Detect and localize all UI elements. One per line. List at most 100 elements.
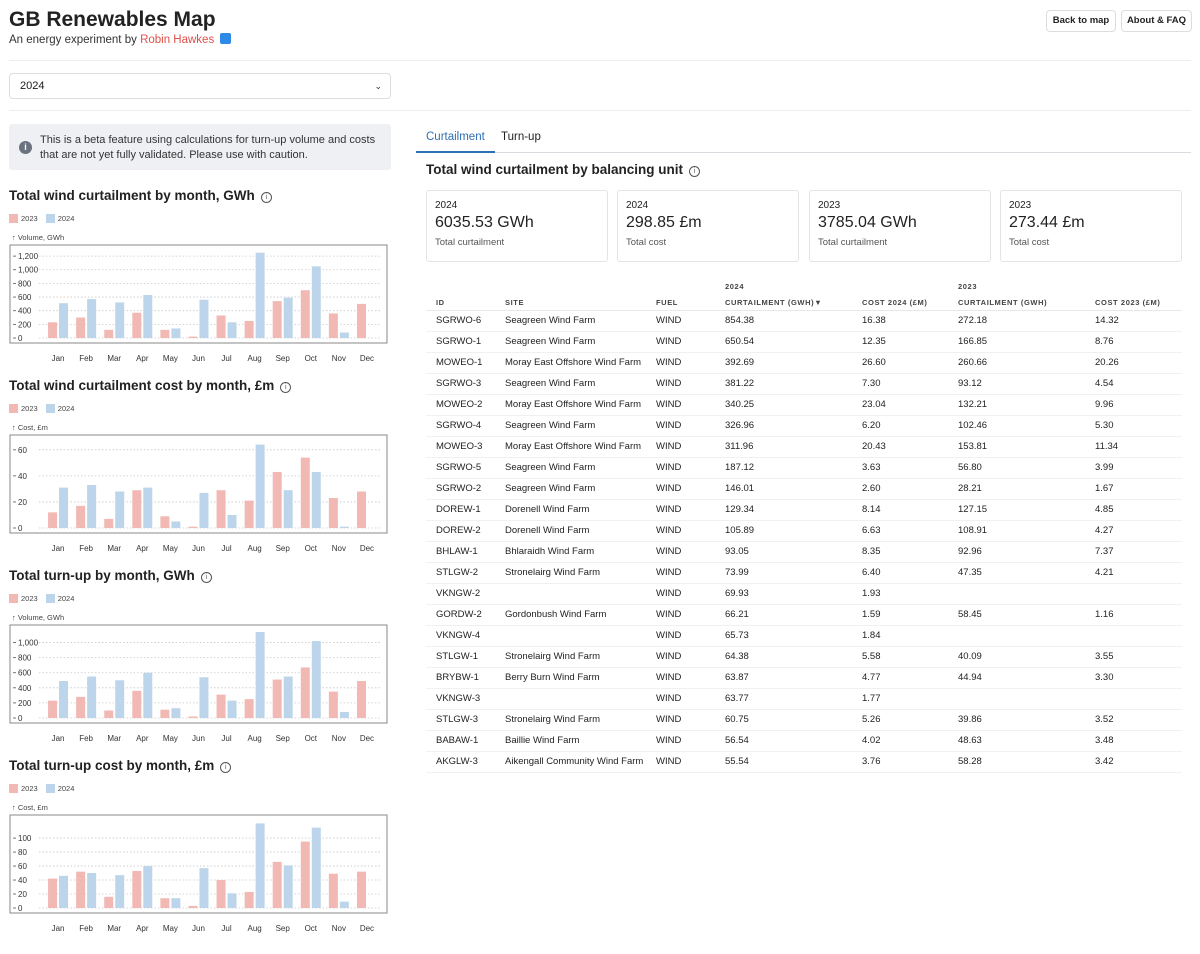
bar-2024[interactable] [283, 297, 293, 338]
tab-turn-up[interactable]: Turn-up [501, 131, 541, 143]
bar-2023[interactable] [132, 312, 142, 338]
bar-2024[interactable] [143, 866, 153, 908]
bar-2024[interactable] [171, 708, 181, 718]
bar-2023[interactable] [244, 699, 254, 718]
bluesky-icon[interactable] [220, 33, 232, 44]
bar-2024[interactable] [171, 521, 181, 528]
bar-2023[interactable] [328, 691, 338, 718]
bar-2024[interactable] [87, 873, 97, 908]
bar-2024[interactable] [227, 322, 237, 338]
bar-2023[interactable] [104, 710, 114, 718]
bar-2024[interactable] [283, 676, 293, 718]
bar-2023[interactable] [356, 491, 366, 528]
legend-item-2024[interactable]: 2024 [45, 784, 74, 793]
info-icon[interactable]: i [260, 192, 272, 203]
bar-2024[interactable] [255, 823, 265, 908]
bar-2023[interactable] [132, 870, 142, 908]
column-header-id[interactable]: ID [426, 294, 495, 311]
bar-2023[interactable] [160, 709, 170, 718]
tab-curtailment[interactable]: Curtailment [416, 124, 495, 153]
bar-2024[interactable] [115, 875, 125, 908]
bar-2024[interactable] [115, 491, 125, 528]
bar-2023[interactable] [244, 320, 254, 338]
bar-2023[interactable] [216, 315, 226, 338]
bar-2024[interactable] [59, 681, 69, 718]
column-header-curtailment-2023[interactable]: Curtailment (GWh) [948, 294, 1085, 311]
bar-2024[interactable] [311, 827, 321, 908]
bar-2023[interactable] [48, 512, 58, 528]
bar-2023[interactable] [160, 329, 170, 338]
bar-2024[interactable] [311, 641, 321, 718]
bar-2023[interactable] [188, 905, 198, 908]
bar-2023[interactable] [216, 880, 226, 908]
bar-2024[interactable] [255, 632, 265, 718]
bar-2024[interactable] [59, 487, 69, 528]
bar-2023[interactable] [300, 290, 310, 338]
bar-2023[interactable] [160, 516, 170, 528]
bar-2023[interactable] [328, 498, 338, 528]
bar-2023[interactable] [48, 878, 58, 908]
bar-2023[interactable] [300, 457, 310, 528]
bar-2023[interactable] [188, 716, 198, 718]
bar-2023[interactable] [76, 696, 86, 718]
legend-item-2024[interactable]: 2024 [45, 404, 74, 413]
bar-2024[interactable] [311, 266, 321, 338]
bar-2024[interactable] [171, 328, 181, 338]
bar-2024[interactable] [199, 492, 209, 528]
bar-2023[interactable] [272, 679, 282, 718]
info-icon[interactable]: i [220, 762, 232, 773]
bar-2023[interactable] [48, 322, 58, 338]
bar-2023[interactable] [160, 898, 170, 908]
bar-2023[interactable] [272, 861, 282, 908]
bar-2024[interactable] [199, 677, 209, 718]
bar-2024[interactable] [227, 893, 237, 908]
column-header-site[interactable]: Site [495, 294, 646, 311]
bar-2023[interactable] [356, 681, 366, 718]
bar-2024[interactable] [339, 711, 349, 718]
bar-2024[interactable] [227, 700, 237, 718]
column-header-fuel[interactable]: Fuel [646, 294, 715, 311]
year-select[interactable]: 2024 ⌄ [9, 73, 391, 99]
legend-item-2023[interactable]: 2023 [9, 404, 38, 413]
legend-item-2024[interactable]: 2024 [45, 214, 74, 223]
bar-2023[interactable] [272, 301, 282, 338]
about-faq-button[interactable]: About & FAQ [1121, 10, 1192, 32]
bar-2024[interactable] [143, 487, 153, 528]
bar-2023[interactable] [244, 500, 254, 528]
column-header-cost-2024[interactable]: Cost 2024 (£m) [852, 294, 948, 311]
bar-2023[interactable] [328, 873, 338, 908]
bar-2023[interactable] [216, 490, 226, 528]
bar-2024[interactable] [59, 875, 69, 908]
column-header-cost-2023[interactable]: Cost 2023 (£m) [1085, 294, 1182, 311]
bar-2024[interactable] [115, 302, 125, 338]
bar-2023[interactable] [48, 700, 58, 718]
bar-2024[interactable] [199, 868, 209, 908]
bar-2024[interactable] [87, 676, 97, 718]
bar-2024[interactable] [283, 865, 293, 908]
bar-2024[interactable] [255, 444, 265, 528]
bar-2023[interactable] [104, 518, 114, 528]
bar-2023[interactable] [356, 303, 366, 338]
legend-item-2023[interactable]: 2023 [9, 214, 38, 223]
bar-2024[interactable] [339, 901, 349, 908]
bar-2023[interactable] [300, 667, 310, 718]
bar-2023[interactable] [104, 329, 114, 338]
bar-2024[interactable] [171, 898, 181, 908]
bar-2023[interactable] [272, 471, 282, 528]
bar-2024[interactable] [227, 514, 237, 528]
bar-2024[interactable] [255, 252, 265, 338]
back-to-map-button[interactable]: Back to map [1046, 10, 1116, 32]
bar-2023[interactable] [188, 526, 198, 528]
bar-2023[interactable] [76, 871, 86, 908]
bar-2023[interactable] [132, 690, 142, 718]
info-icon[interactable]: i [280, 382, 292, 393]
author-link[interactable]: Robin Hawkes [140, 34, 215, 46]
bar-2024[interactable] [339, 526, 349, 528]
info-icon[interactable]: i [200, 572, 212, 583]
bar-2024[interactable] [143, 295, 153, 338]
bar-2024[interactable] [87, 485, 97, 528]
bar-2024[interactable] [59, 303, 69, 338]
bar-2024[interactable] [311, 471, 321, 528]
legend-item-2024[interactable]: 2024 [45, 594, 74, 603]
bar-2023[interactable] [244, 891, 254, 908]
